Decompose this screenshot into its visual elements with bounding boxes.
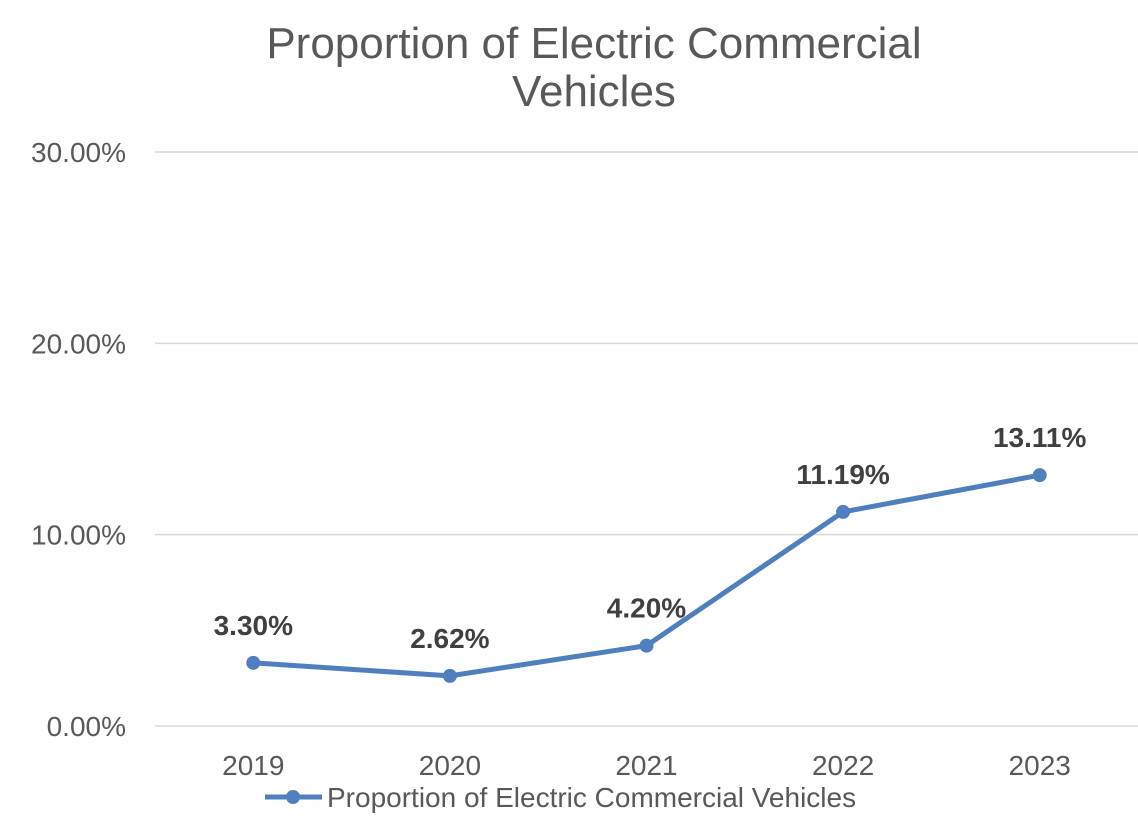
data-label: 13.11% (993, 422, 1087, 453)
legend-dot-marker (286, 790, 300, 804)
data-labels: 3.30% 2.62% 4.20% 11.19% 13.11% (214, 422, 1087, 654)
y-tick-label: 0.00% (47, 711, 126, 742)
x-tick-label: 2022 (812, 750, 874, 781)
x-axis-tick-labels: 2019 2020 2021 2022 2023 (222, 750, 1071, 781)
gridlines (155, 151, 1138, 727)
data-label: 3.30% (214, 610, 293, 641)
data-point (246, 655, 261, 670)
x-tick-label: 2021 (615, 750, 677, 781)
data-label: 4.20% (607, 593, 686, 624)
data-point (1032, 468, 1047, 483)
data-label: 2.62% (410, 623, 489, 654)
x-tick-label: 2019 (222, 750, 284, 781)
y-axis-tick-labels: 0.00% 10.00% 20.00% 30.00% (31, 137, 126, 742)
data-point (442, 668, 457, 683)
chart-title-line-2: Vehicles (512, 67, 676, 116)
y-tick-label: 20.00% (31, 328, 126, 359)
data-point (836, 504, 851, 519)
legend: Proportion of Electric Commercial Vehicl… (265, 782, 856, 813)
chart-title: Proportion of Electric Commercial Vehicl… (266, 19, 921, 116)
data-label: 11.19% (796, 459, 890, 490)
data-series (246, 468, 1047, 683)
data-point (639, 638, 654, 653)
legend-entry-label: Proportion of Electric Commercial Vehicl… (327, 782, 856, 813)
chart-title-line-1: Proportion of Electric Commercial (266, 19, 921, 68)
y-tick-label: 10.00% (31, 520, 126, 551)
y-tick-label: 30.00% (31, 137, 126, 168)
x-tick-label: 2023 (1009, 750, 1071, 781)
x-tick-label: 2020 (419, 750, 481, 781)
